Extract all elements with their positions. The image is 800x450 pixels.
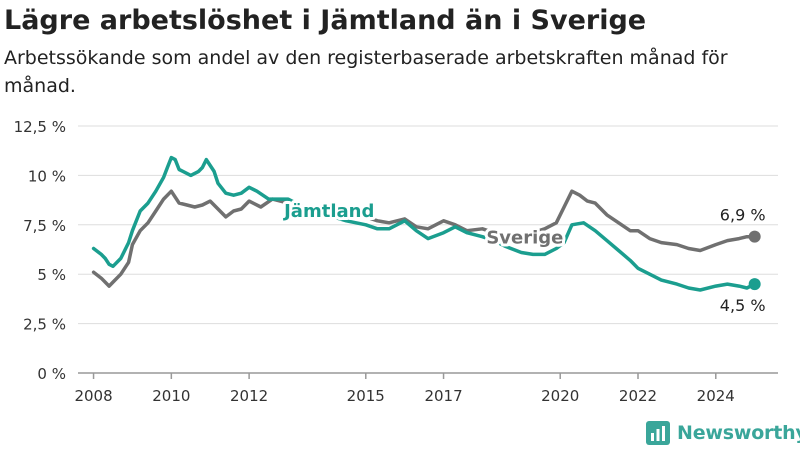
y-axis: 0 % 2,5 % 5 % 7,5 % 10 % 12,5 % xyxy=(14,118,66,383)
series-line-jamtland xyxy=(91,155,757,292)
annotation-sverige-halo: Sverige xyxy=(486,228,563,249)
x-tick-label: 2022 xyxy=(619,387,657,405)
bar-chart-logo-icon xyxy=(646,421,670,445)
y-tick-label: 12,5 % xyxy=(14,118,66,136)
annotation-jamtland-halo: Jämtland xyxy=(282,201,374,222)
x-tick-label: 2008 xyxy=(74,387,112,405)
y-tick-label: 7,5 % xyxy=(23,217,66,235)
chart-subtitle: Arbetssökande som andel av den registerb… xyxy=(4,47,728,97)
x-tick-label: 2017 xyxy=(424,387,462,405)
chart-title: Lägre arbetslöshet i Jämtland än i Sveri… xyxy=(4,5,647,36)
y-tick-label: 2,5 % xyxy=(23,316,66,334)
end-point-sverige xyxy=(748,230,761,243)
series-line-sverige xyxy=(91,189,757,288)
annotation-jamtland: Jämtland xyxy=(282,201,374,222)
y-tick-label: 5 % xyxy=(37,266,66,284)
grid-lines xyxy=(78,125,778,374)
y-tick-label: 0 % xyxy=(37,365,66,383)
x-tick-label: 2020 xyxy=(541,387,579,405)
x-tick-label: 2024 xyxy=(697,387,735,405)
end-value-label: 4,5 % xyxy=(720,296,766,315)
newsworthy-logo[interactable]: Newsworthy xyxy=(646,418,800,448)
end-point-jamtland xyxy=(748,278,761,291)
annotation-sverige: Sverige xyxy=(486,228,563,249)
y-tick-label: 10 % xyxy=(28,167,66,185)
x-axis: 2008 2010 2012 2015 2017 2020 2022 2024 xyxy=(74,373,735,405)
x-tick-label: 2010 xyxy=(152,387,190,405)
x-tick-label: 2015 xyxy=(347,387,385,405)
x-tick-label: 2012 xyxy=(230,387,268,405)
brand-name: Newsworthy xyxy=(677,422,800,444)
series-lines xyxy=(91,155,761,292)
end-value-label: 6,9 % xyxy=(720,206,766,225)
